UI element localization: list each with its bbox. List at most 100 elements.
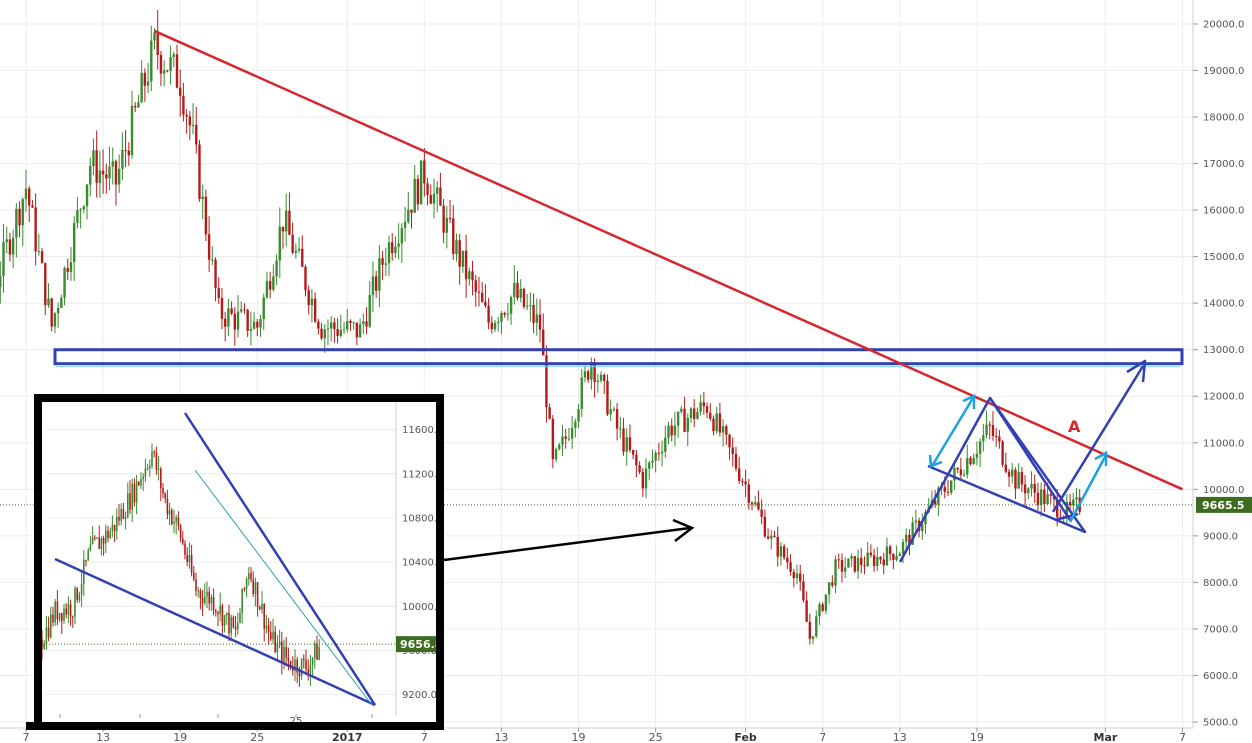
candle-body — [162, 70, 166, 74]
candle-body — [124, 149, 127, 151]
candle-body — [603, 374, 606, 381]
candle-body — [763, 516, 767, 537]
last-price-box — [1196, 496, 1252, 513]
candle-body — [272, 276, 275, 290]
inset-candle-body — [74, 587, 76, 617]
candle-body — [728, 434, 731, 448]
candle-body — [972, 457, 975, 465]
annotation-label: A — [1068, 417, 1081, 436]
candle-body — [721, 426, 725, 433]
inset-candle-body — [133, 483, 136, 503]
candle-body — [429, 195, 432, 204]
time-tick-label: 7 — [421, 731, 428, 743]
candle-body — [92, 150, 95, 166]
candle-body — [593, 361, 596, 383]
candle-body — [795, 573, 799, 579]
pointer-arrow-head — [672, 518, 695, 542]
time-tick-label: 13 — [494, 731, 508, 743]
inset-candle-body — [281, 641, 283, 663]
candle-body — [750, 502, 754, 505]
candle-body — [966, 458, 969, 475]
candle-body — [866, 552, 869, 567]
inset-candle-body — [124, 517, 127, 520]
inset-candle-body — [94, 537, 96, 539]
candle-body — [577, 408, 580, 422]
candle-body — [121, 149, 124, 169]
candle-body — [384, 263, 387, 265]
candle-body — [416, 178, 420, 205]
candle-body — [994, 436, 998, 438]
inset-candle-body — [254, 582, 257, 594]
price-tick-label: 20000.0 — [1203, 19, 1244, 30]
candle-body — [419, 160, 423, 205]
candle-body — [355, 322, 359, 338]
candlestick-series — [0, 9, 1081, 645]
candle-body — [856, 557, 860, 572]
candle-body — [532, 305, 535, 323]
inset-candle-body — [267, 625, 270, 633]
candle-body — [256, 321, 259, 328]
candle-body — [937, 488, 940, 505]
candle-body — [500, 312, 503, 322]
candle-body — [699, 402, 702, 412]
price-tick-label: 17000.0 — [1203, 159, 1244, 170]
candle-body — [1011, 469, 1014, 477]
candle-body — [914, 520, 918, 523]
candle-body — [1020, 472, 1024, 485]
candle-body — [908, 534, 911, 545]
candle-body — [712, 418, 715, 432]
candle-body — [905, 534, 908, 542]
price-tick-label: 12000.0 — [1203, 392, 1244, 403]
candle-body — [211, 259, 214, 261]
candle-body — [301, 248, 304, 267]
inset-candle-body — [171, 510, 173, 524]
inset-candle-body — [215, 610, 217, 613]
candle-body — [5, 239, 8, 243]
candle-body — [339, 329, 343, 336]
candle-body — [432, 193, 436, 204]
price-tick-label: 19000.0 — [1203, 66, 1244, 77]
inset-candle-body — [232, 616, 235, 628]
inset-candle-body — [149, 465, 151, 469]
inset-candle-body — [164, 493, 166, 499]
candle-body — [368, 295, 371, 327]
candle-body — [137, 102, 140, 108]
candle-body — [619, 428, 622, 430]
candle-body — [82, 206, 86, 210]
time-axis: 7 13 19 25 2017 7 13 19 25 Feb 7 13 19 Mar 7 — [0, 727, 1193, 743]
candle-body — [599, 374, 603, 381]
candle-body — [808, 621, 812, 639]
candle-body — [506, 313, 510, 315]
candle-body — [79, 209, 82, 211]
candle-body — [56, 307, 60, 314]
inset-candle-body — [45, 627, 48, 645]
candle-body — [673, 425, 677, 436]
candle-body — [304, 266, 307, 291]
inset-candle-body — [58, 613, 61, 620]
candle-body — [985, 424, 988, 436]
price-tick-label: 6000.0 — [1203, 671, 1238, 682]
candle-body — [535, 314, 538, 323]
inset-candle-body — [314, 643, 316, 659]
price-axis-bg — [1193, 0, 1252, 743]
candle-body — [426, 183, 429, 196]
candle-body — [182, 95, 185, 115]
candle-body — [387, 242, 391, 264]
candle-body — [612, 409, 616, 411]
candle-body — [580, 377, 583, 409]
inset-time-label: 25 — [290, 716, 303, 727]
candle-body — [15, 208, 18, 238]
candle-body — [773, 535, 776, 537]
candle-body — [288, 210, 291, 235]
candle-body — [1068, 502, 1072, 506]
candle-body — [657, 452, 661, 454]
candle-body — [265, 281, 269, 298]
candle-body — [805, 600, 808, 622]
candle-body — [1049, 494, 1052, 496]
time-tick-label: 7 — [23, 731, 30, 743]
candle-body — [609, 409, 612, 415]
candle-body — [606, 380, 609, 415]
inset-candle-body — [184, 543, 186, 555]
inset-candle-body — [127, 493, 129, 518]
candle-body — [185, 114, 188, 117]
